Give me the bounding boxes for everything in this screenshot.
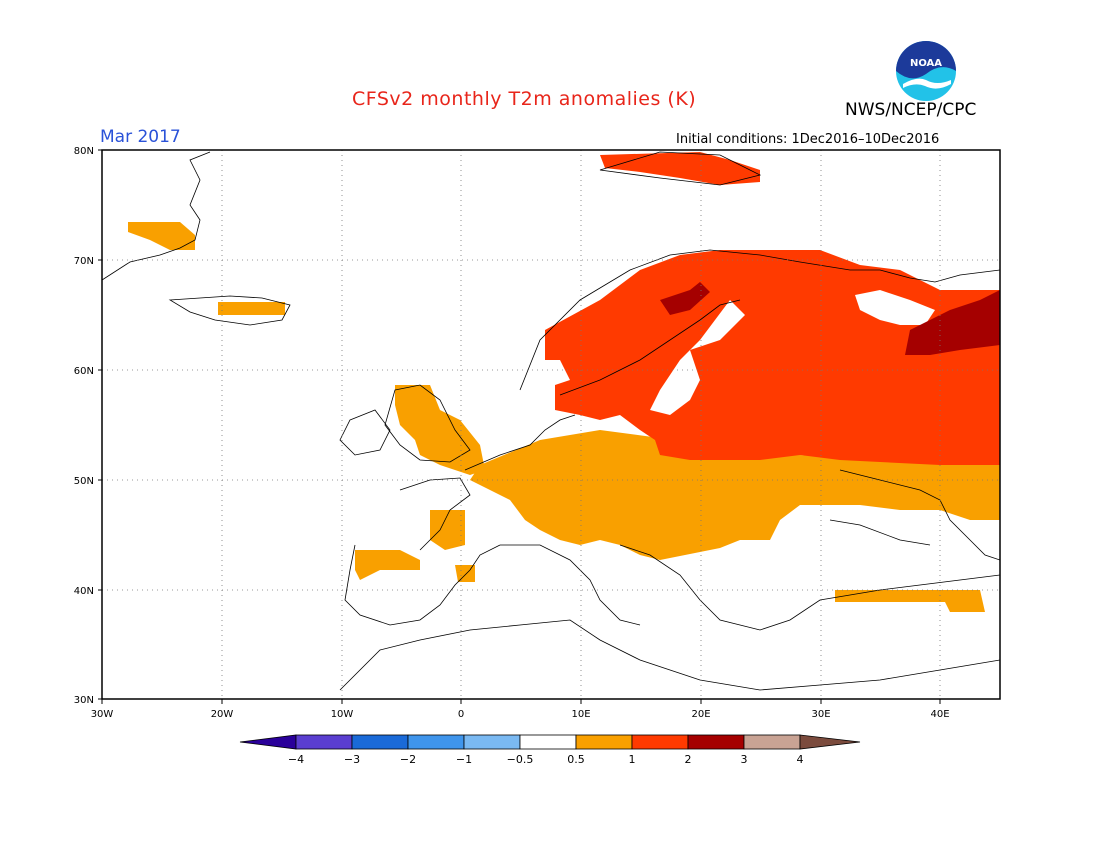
lon-label-30w: 30W [91, 709, 114, 720]
agency-label: NWS/NCEP/CPC [845, 100, 977, 120]
anomaly-gap-baltic [650, 300, 745, 415]
anomaly-gap-kola [855, 290, 935, 325]
colorbar-segment-3-4 [743, 734, 801, 750]
lon-axis: 30W 20W 10W 0 10E 20E 30E 40E [91, 699, 950, 720]
anomaly-region-russia-dark [905, 290, 1000, 355]
anomaly-region-turkey [835, 590, 985, 612]
coastlines [102, 151, 1000, 691]
lon-label-20w: 20W [211, 709, 234, 720]
lon-label-10w: 10W [331, 709, 354, 720]
map-title: CFSv2 monthly T2m anomalies (K) [352, 88, 697, 110]
anomaly-region-british-isles [395, 385, 485, 475]
logo-text: NOAA [910, 58, 942, 69]
lat-label-30n: 30N [74, 695, 94, 706]
colorbar-segment-2-3 [687, 734, 745, 750]
lon-label-20e: 20E [691, 709, 710, 720]
colorbar-segment-below-minus4 [239, 734, 297, 750]
lat-label-40n: 40N [74, 586, 94, 597]
colorbar-segment-05-1 [575, 734, 633, 750]
anomaly-shading [128, 152, 1000, 612]
anomaly-region-iberia [355, 550, 420, 580]
colorbar-segment-minus2-minus1 [407, 734, 465, 750]
colorbar-label: 3 [741, 753, 748, 766]
lat-label-80n: 80N [74, 146, 94, 157]
colorbar-label: 1 [629, 753, 636, 766]
lat-label-60n: 60N [74, 366, 94, 377]
anomaly-region-central-europe [470, 430, 1000, 560]
colorbar [239, 734, 861, 750]
colorbar-label: −1 [456, 753, 472, 766]
lat-label-50n: 50N [74, 476, 94, 487]
colorbar-segment-neutral [519, 734, 577, 750]
lon-label-0: 0 [458, 709, 464, 720]
lat-label-70n: 70N [74, 256, 94, 267]
lon-label-10e: 10E [571, 709, 590, 720]
lat-axis: 80N 70N 60N 50N 40N 30N [74, 146, 102, 706]
forecast-month: Mar 2017 [100, 127, 181, 147]
anomaly-region-greenland [128, 222, 195, 250]
anomaly-region-norway-dark [660, 282, 710, 315]
colorbar-label: 2 [685, 753, 692, 766]
initial-conditions: Initial conditions: 1Dec2016–10Dec2016 [676, 132, 940, 147]
lon-label-30e: 30E [811, 709, 830, 720]
colorbar-segment-minus4-minus3 [295, 734, 353, 750]
anomaly-region-france [430, 510, 465, 550]
colorbar-segment-1-2 [631, 734, 689, 750]
anomaly-region-iceland [218, 302, 285, 315]
colorbar-label: −3 [344, 753, 360, 766]
noaa-logo: NOAA [896, 41, 956, 101]
colorbar-segment-minus1-minus05 [463, 734, 521, 750]
anomaly-region-svalbard [600, 152, 760, 185]
colorbar-label: −0.5 [507, 753, 534, 766]
lon-label-40e: 40E [930, 709, 949, 720]
colorbar-segment-minus3-minus2 [351, 734, 409, 750]
colorbar-label: 0.5 [567, 753, 585, 766]
colorbar-segment-above-4 [799, 734, 861, 750]
anomaly-region-iberia-2 [455, 565, 475, 582]
colorbar-label: −4 [288, 753, 304, 766]
colorbar-label: −2 [400, 753, 416, 766]
colorbar-labels: −4 −3 −2 −1 −0.5 0.5 1 2 3 4 [288, 753, 804, 766]
map-frame [101, 149, 1001, 700]
colorbar-label: 4 [797, 753, 804, 766]
